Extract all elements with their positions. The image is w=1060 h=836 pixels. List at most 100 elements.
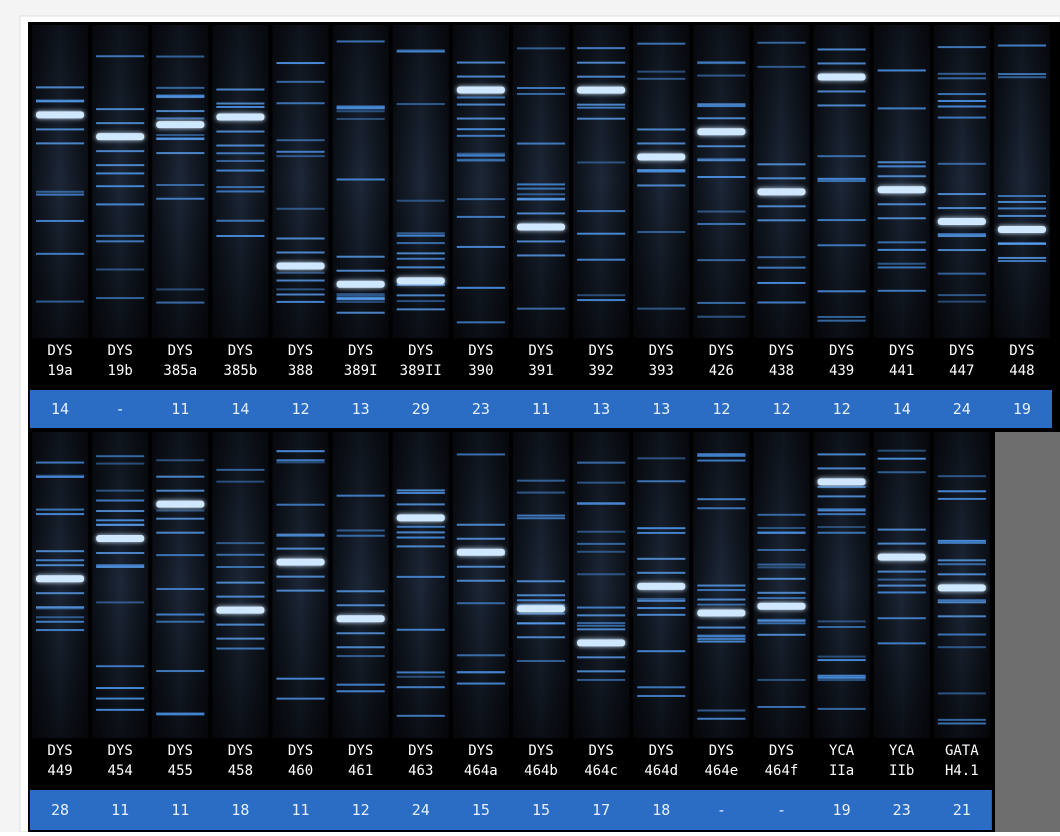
main-band	[156, 121, 204, 128]
marker-value: 17	[592, 801, 610, 819]
band	[757, 282, 805, 284]
marker-value: 14	[893, 400, 911, 418]
main-band	[938, 584, 986, 591]
band	[36, 606, 84, 608]
lane	[32, 25, 88, 338]
band	[96, 108, 144, 110]
marker-value: 24	[412, 801, 430, 819]
marker-value: 11	[532, 400, 550, 418]
band	[938, 719, 986, 721]
marker-label: 438	[769, 363, 794, 379]
band	[878, 107, 926, 109]
band	[998, 195, 1046, 197]
lane	[393, 25, 449, 338]
marker-label: 461	[348, 763, 373, 779]
band	[276, 590, 324, 592]
lane-shade	[92, 432, 148, 738]
marker-label: DYS	[528, 743, 553, 759]
band	[96, 687, 144, 689]
band	[818, 90, 866, 92]
band	[337, 684, 385, 686]
band	[938, 475, 986, 477]
band	[276, 534, 324, 536]
marker-label: DYS	[288, 743, 313, 759]
band	[938, 294, 986, 296]
band	[577, 607, 625, 609]
band	[938, 163, 986, 165]
band	[96, 564, 144, 566]
band	[36, 476, 84, 478]
band	[577, 679, 625, 681]
band	[517, 636, 565, 638]
band	[938, 573, 986, 575]
band	[818, 104, 866, 106]
band	[878, 290, 926, 292]
band	[998, 257, 1046, 259]
band	[397, 492, 445, 494]
band	[938, 563, 986, 565]
main-band	[878, 554, 926, 561]
band	[757, 679, 805, 681]
band	[697, 599, 745, 601]
band	[637, 43, 685, 45]
band	[938, 273, 986, 275]
band	[697, 223, 745, 225]
band	[938, 77, 986, 79]
main-band	[757, 188, 805, 195]
lane-shade	[393, 25, 449, 338]
marker-label: DYS	[108, 343, 133, 359]
band	[517, 622, 565, 624]
band	[36, 462, 84, 464]
band	[757, 578, 805, 580]
band	[156, 510, 204, 512]
band	[216, 190, 264, 192]
band	[156, 110, 204, 112]
band	[36, 621, 84, 623]
band	[156, 713, 204, 715]
marker-label: 464d	[644, 763, 678, 779]
band	[36, 513, 84, 515]
band	[96, 709, 144, 711]
lane-shade	[753, 25, 809, 338]
band	[757, 566, 805, 568]
band	[577, 628, 625, 630]
marker-label: DYS	[889, 343, 914, 359]
band	[938, 490, 986, 492]
band	[637, 558, 685, 560]
band	[938, 93, 986, 95]
marker-label: DYS	[769, 343, 794, 359]
band	[276, 294, 324, 296]
band	[938, 235, 986, 237]
band	[276, 576, 324, 578]
marker-label: DYS	[168, 343, 193, 359]
marker-label: 455	[168, 763, 193, 779]
marker-label: DYS	[709, 343, 734, 359]
band	[697, 316, 745, 318]
band	[757, 177, 805, 179]
marker-label: 389I	[344, 363, 378, 379]
band	[457, 453, 505, 455]
band	[457, 153, 505, 155]
band	[36, 100, 84, 102]
band	[757, 66, 805, 68]
band	[36, 559, 84, 561]
band	[397, 576, 445, 578]
band	[697, 105, 745, 107]
band	[397, 526, 445, 528]
marker-label: DYS	[949, 343, 974, 359]
band	[697, 211, 745, 213]
band	[697, 627, 745, 629]
marker-label: 464a	[464, 763, 498, 779]
band	[757, 531, 805, 533]
band	[757, 267, 805, 269]
band	[36, 128, 84, 130]
band	[337, 590, 385, 592]
band	[878, 450, 926, 452]
marker-value: 13	[592, 400, 610, 418]
band	[517, 515, 565, 517]
band	[276, 288, 324, 290]
main-band	[818, 73, 866, 80]
band	[697, 103, 745, 105]
main-band	[517, 223, 565, 230]
marker-label: IIb	[889, 763, 914, 779]
